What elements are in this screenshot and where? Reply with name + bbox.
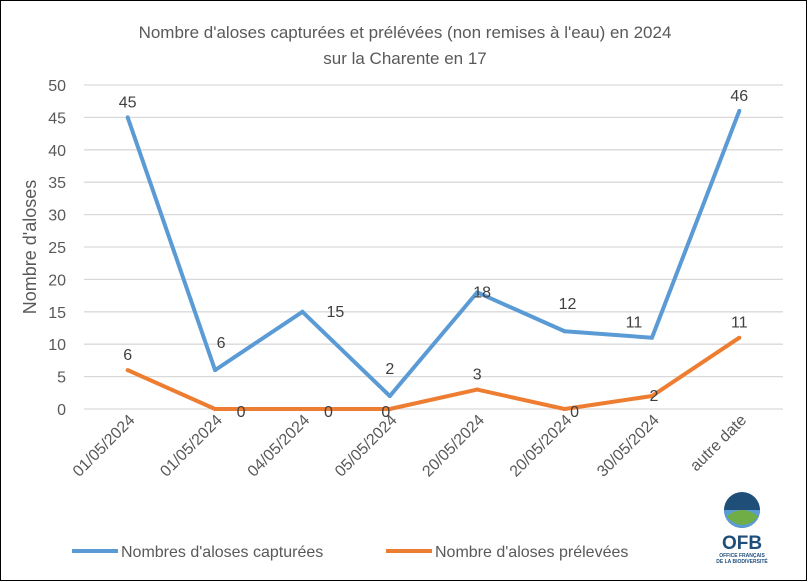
data-point	[387, 394, 392, 399]
y-tick-label: 25	[48, 240, 66, 257]
y-tick-label: 40	[48, 143, 66, 160]
data-label: 11	[731, 315, 748, 332]
y-tick-label: 30	[48, 208, 66, 225]
y-tick-label: 45	[48, 110, 66, 127]
data-point	[475, 290, 480, 295]
y-tick-labels: 0 5 10 15 20 25 30 35 40 45 50	[48, 78, 66, 419]
chart-title-line-1: Nombre d'aloses capturées et prélévées (…	[139, 23, 672, 42]
data-label: 18	[473, 284, 491, 301]
legend-label-captured: Nombres d'aloses capturées	[121, 544, 323, 561]
data-point	[213, 407, 218, 411]
data-label: 46	[730, 88, 748, 105]
data-label: 6	[217, 335, 226, 352]
series-line-1	[126, 336, 741, 411]
data-label: 2	[649, 388, 658, 405]
data-label: 0	[570, 404, 579, 421]
data-point	[125, 368, 130, 373]
data-point	[213, 368, 218, 373]
legend: Nombres d'aloses capturées Nombre d'alos…	[72, 544, 628, 561]
data-point	[649, 394, 654, 399]
data-point	[387, 407, 392, 411]
data-label: 11	[626, 315, 643, 332]
ofb-logo: OFB OFFICE FRANÇAIS DE LA BIODIVERSITÉ	[716, 492, 768, 565]
y-tick-label: 35	[48, 175, 66, 192]
data-label: 0	[381, 404, 390, 421]
gridlines	[84, 84, 783, 410]
data-labels: 45 6 15 2 18 12 11 46 6 0 0 0 3 0 2 11	[119, 88, 749, 421]
data-point	[562, 407, 567, 411]
data-label: 0	[237, 404, 246, 421]
ofb-logo-subtitle-1: OFFICE FRANÇAIS	[719, 553, 765, 559]
data-label: 45	[119, 94, 137, 111]
data-label: 15	[327, 304, 345, 321]
y-tick-label: 5	[57, 370, 66, 387]
y-tick-label: 10	[48, 337, 66, 354]
y-axis-label: Nombre d'aloses	[20, 180, 40, 315]
data-label: 12	[559, 296, 577, 313]
data-point	[475, 387, 480, 392]
chart-title-line-2: sur la Charente en 17	[323, 49, 487, 68]
data-label: 6	[123, 347, 132, 364]
data-point	[562, 329, 567, 334]
data-point	[737, 108, 742, 113]
data-label: 2	[385, 361, 394, 378]
series-line-0	[125, 110, 742, 399]
data-point	[300, 309, 305, 314]
data-point	[737, 335, 742, 340]
ofb-logo-text: OFB	[722, 533, 762, 554]
series-lines	[125, 108, 742, 411]
y-tick-label: 20	[48, 272, 66, 289]
data-point	[300, 407, 305, 411]
y-tick-label: 50	[48, 78, 66, 95]
data-point	[649, 335, 654, 340]
y-tick-label: 0	[57, 402, 66, 419]
legend-label-taken: Nombre d'aloses prélevées	[435, 544, 628, 561]
y-tick-label: 15	[48, 305, 66, 322]
data-label: 0	[324, 404, 333, 421]
ofb-logo-subtitle-2: DE LA BIODIVERSITÉ	[716, 557, 768, 565]
data-point	[125, 115, 130, 120]
data-label: 3	[473, 367, 482, 384]
